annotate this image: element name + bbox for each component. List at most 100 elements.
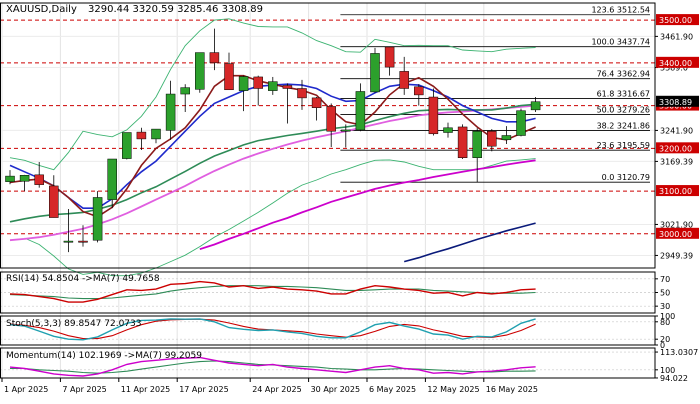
ohlc-readout: 3290.44 3320.59 3285.46 3308.89 bbox=[88, 4, 263, 15]
candle-body-up bbox=[516, 110, 526, 136]
panel-border bbox=[0, 315, 656, 346]
x-tick-label: 16 May 2025 bbox=[486, 385, 538, 394]
fib-level-label: 23.6 3195.59 bbox=[597, 141, 650, 150]
y-tick-label: 70 bbox=[660, 275, 670, 284]
candle-body-down bbox=[34, 174, 44, 185]
candle-body-down bbox=[136, 131, 147, 140]
rsi-title: RSI(14) 54.8504 ->MA(7) 49.7658 bbox=[6, 274, 160, 284]
x-tick-label: 1 Apr 2025 bbox=[4, 385, 48, 394]
ma-fast-line bbox=[9, 83, 536, 209]
stoch-title: Stoch(5,3,3) 89.8547 72.0733 bbox=[6, 319, 141, 329]
candle-body-up bbox=[5, 175, 15, 182]
candle-body-up bbox=[151, 128, 161, 140]
candle-body-down bbox=[78, 240, 88, 243]
bollinger-lower-line bbox=[24, 158, 536, 277]
candle-body-up bbox=[63, 240, 74, 243]
main-price-panel: 3461.90 3389.0 3241.90 3169.39 3021.90 2949.3… bbox=[0, 6, 699, 277]
fib-level-label: 61.8 3316.67 bbox=[597, 89, 650, 98]
candle-body-down bbox=[326, 106, 336, 132]
sr-level-label: 3100.00 bbox=[659, 187, 692, 196]
panel-border bbox=[0, 2, 656, 269]
y-tick-label: 3169.39 bbox=[660, 157, 693, 166]
candle-body-up bbox=[370, 53, 380, 93]
sr-level-label: 3500.00 bbox=[659, 16, 692, 25]
y-tick-label: 2949.39 bbox=[660, 251, 693, 260]
symbol-label: XAUUSD,Daily bbox=[6, 4, 77, 15]
y-tick-label: 30 bbox=[660, 302, 670, 311]
candle-body-down bbox=[253, 76, 263, 89]
rsi-panel: 70 50 30 bbox=[0, 275, 670, 311]
y-tick-label: 80 bbox=[660, 318, 670, 327]
candle-body-up bbox=[165, 93, 176, 131]
sr-level-badge bbox=[656, 56, 699, 68]
candle-body-down bbox=[414, 86, 424, 96]
y-tick-label: 0 bbox=[660, 341, 665, 350]
sr-level-badge bbox=[656, 14, 699, 26]
y-tick-label: 113.0307 bbox=[660, 348, 698, 357]
x-tick-label: 11 Apr 2025 bbox=[121, 385, 170, 394]
last-price-label: 3308.89 bbox=[659, 98, 692, 107]
panel-frames bbox=[0, 2, 656, 379]
y-tick-label: 50 bbox=[660, 289, 670, 298]
x-tick-label: 12 May 2025 bbox=[427, 385, 479, 394]
y-tick-label: 3021.90 bbox=[660, 220, 693, 229]
candle-body-down bbox=[311, 97, 322, 108]
fib-level-label: 0.0 3120.79 bbox=[602, 173, 650, 182]
x-axis: 1 Apr 2025 7 Apr 2025 11 Apr 2025 17 Apr 20… bbox=[1, 378, 538, 394]
x-tick-label: 17 Apr 2025 bbox=[179, 385, 228, 394]
fib-level-label: 100.0 3437.74 bbox=[591, 38, 650, 47]
candle-body-down bbox=[399, 71, 409, 89]
ma-navy-line bbox=[403, 222, 536, 263]
x-tick-label: 24 Apr 2025 bbox=[252, 385, 301, 394]
sr-level-label: 3400.00 bbox=[659, 59, 692, 68]
ma-slow-line bbox=[9, 103, 536, 223]
candle-body-up bbox=[501, 135, 512, 141]
candle-body-up bbox=[355, 91, 366, 131]
panel-border bbox=[0, 347, 656, 379]
indicator-main-line bbox=[9, 280, 536, 303]
bollinger-upper-line bbox=[9, 18, 536, 171]
y-tick-label: 100 bbox=[660, 312, 675, 321]
sr-level-badge bbox=[656, 185, 699, 197]
fib-level-label: 123.6 3512.54 bbox=[591, 6, 650, 15]
candle-body-down bbox=[384, 46, 395, 68]
candle-body-up bbox=[341, 129, 351, 132]
sr-level-label: 3000.00 bbox=[659, 230, 692, 239]
fib-level-label: 38.2 3241.86 bbox=[597, 121, 650, 130]
sr-level-badge bbox=[656, 142, 699, 154]
ma-mid-line bbox=[9, 74, 536, 218]
y-tick-label: 3461.90 bbox=[660, 32, 693, 41]
fib-level-label: 76.4 3362.94 bbox=[597, 70, 650, 79]
sr-level-badge bbox=[656, 227, 699, 239]
candle-body-down bbox=[428, 96, 439, 135]
y-tick-label: 3389.0 bbox=[660, 64, 688, 73]
candle-body-up bbox=[107, 158, 117, 200]
candle-body-down bbox=[457, 126, 468, 158]
indicator-signal-line bbox=[10, 360, 536, 374]
gridlines bbox=[0, 3, 655, 378]
x-tick-label: 6 May 2025 bbox=[369, 385, 416, 394]
candle-body-down bbox=[487, 130, 497, 147]
candle-body-up bbox=[472, 130, 482, 158]
indicator-main-line bbox=[9, 356, 536, 377]
candle-body-up bbox=[530, 101, 541, 111]
candle-body-up bbox=[443, 127, 453, 133]
candle-body-up bbox=[92, 197, 103, 241]
candle-body-down bbox=[297, 88, 307, 99]
candle-body-up bbox=[238, 76, 249, 91]
y-tick-label: 3241.90 bbox=[660, 126, 693, 135]
y-tick-label: 20 bbox=[660, 335, 670, 344]
x-tick-label: 30 Apr 2025 bbox=[311, 385, 360, 394]
candle-body-down bbox=[49, 185, 59, 218]
x-tick-label: 7 Apr 2025 bbox=[62, 385, 106, 394]
candle-body-down bbox=[209, 52, 220, 64]
candle-body-down bbox=[224, 63, 234, 91]
ma-magenta-line bbox=[199, 159, 536, 251]
sr-level-label: 3200.00 bbox=[659, 144, 692, 153]
candle-body-up bbox=[195, 52, 205, 90]
y-tick-label: 100 bbox=[660, 366, 675, 375]
candle-body-up bbox=[19, 175, 30, 182]
